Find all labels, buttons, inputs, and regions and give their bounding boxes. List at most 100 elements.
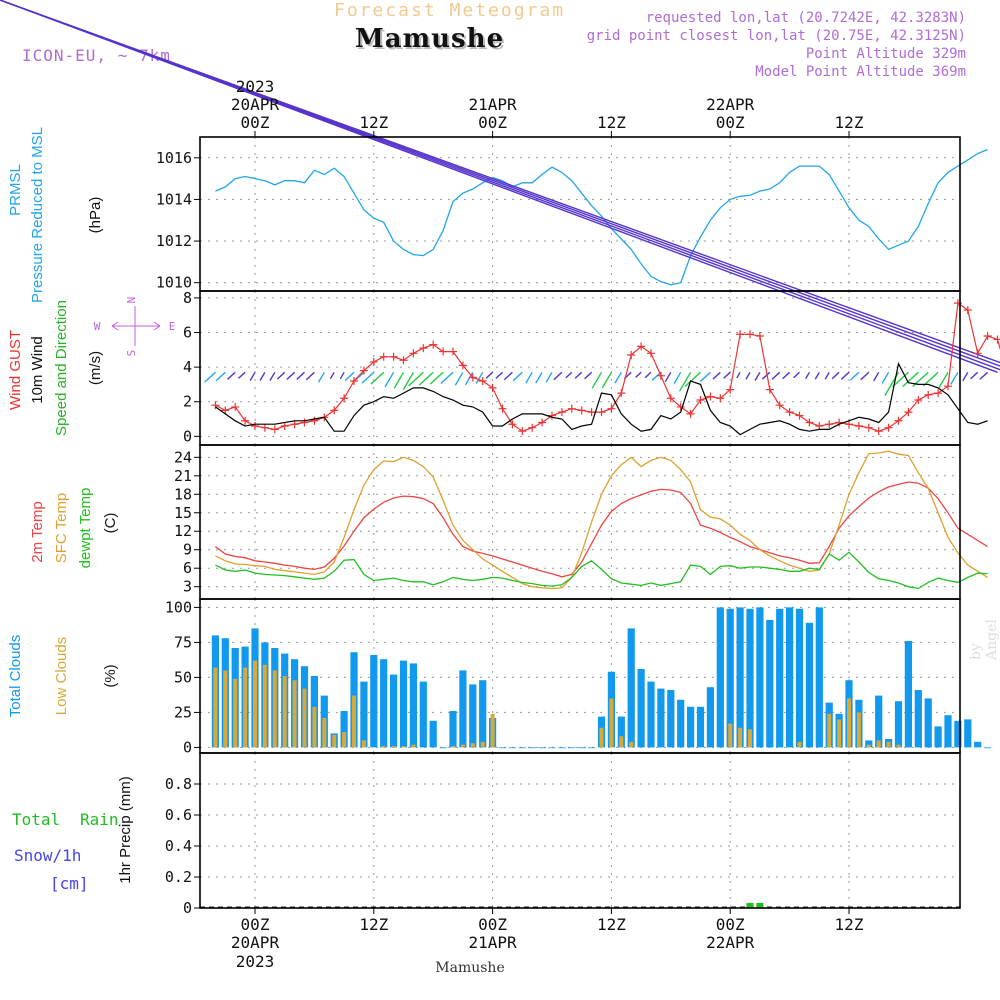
gust-marker [528,423,537,432]
total-cloud-bar [696,706,705,748]
gust-marker [221,406,230,415]
wind-direction-arrow [361,371,375,384]
total-cloud-bar [815,607,823,748]
total-cloud-bar [944,715,952,748]
temp-label-sfc: SFC Temp [53,493,70,564]
gust-marker [439,347,448,356]
wind-speed-line [215,361,988,436]
top-axis-hour: 12Z [597,113,626,132]
gust-marker [270,425,279,434]
total-cloud-bar [756,607,764,748]
wind-direction-arrow [204,371,216,383]
low-cloud-bar [599,727,604,748]
wind-direction-arrow [664,371,672,383]
gust-marker [359,366,368,375]
wind-direction-arrow [950,371,959,385]
wind-direction-arrow [754,371,761,381]
wind-direction-arrow [454,371,464,386]
gust-marker [399,356,408,365]
gust-marker [904,408,913,417]
y-tick-label: 0.6 [165,806,192,824]
wind-direction-arrow [259,371,266,381]
precip-label-total: Total [12,810,60,829]
total-cloud-bar [914,690,922,748]
gust-marker [647,349,655,358]
total-cloud-bar [419,681,427,748]
gust-marker [676,402,685,411]
gust-marker [419,344,428,353]
low-cloud-bar [797,741,802,748]
total-cloud-bar [964,719,972,748]
total-cloud-bar [568,747,576,749]
top-axis-day: 20APR [231,95,280,114]
gust-marker [835,418,844,427]
y-tick-label: 15 [174,504,192,522]
y-tick-label: 75 [174,633,192,651]
requested-coords: requested lon,lat (20.7242E, 42.3283N) [645,10,966,26]
gust-marker [340,394,349,403]
y-tick-label: 8 [183,289,192,307]
pressure-label-prmsl: PRMSL [7,164,24,216]
total-cloud-bar [934,726,942,748]
wind-direction-arrow [938,371,949,389]
gust-marker [845,420,853,429]
gust-marker [785,408,794,417]
total-cloud-bar [974,741,982,748]
wind-direction-arrow [824,371,830,380]
total-cloud-bar [786,607,794,748]
wind-direction-arrow [418,371,434,386]
total-cloud-bar [508,747,516,749]
bottom-axis-hour: 00Z [241,915,270,934]
low-cloud-bar [728,723,733,748]
bottom-axis-hour: 12Z [597,915,626,934]
total-cloud-bar [449,711,457,748]
low-cloud-bar [451,746,455,748]
gust-marker [854,421,863,430]
gust-marker [577,406,586,415]
wind-label-10m: 10m Wind [29,336,46,404]
wind-direction-arrow [545,371,553,383]
wind-direction-arrow [215,371,226,382]
gust-marker [251,421,259,430]
gust-marker [379,352,388,361]
pressure-line [215,148,988,286]
wind-direction-arrow [745,371,751,380]
dewpoint-line [215,551,988,590]
total-cloud-bar [924,698,932,748]
total-cloud-bar [776,608,784,748]
wind-direction-arrow [408,371,424,387]
wind-direction-arrow [475,371,484,384]
total-cloud-bar [360,681,368,748]
panel-frame [199,444,961,600]
gust-marker [874,427,883,436]
gust-marker [627,351,636,360]
wind-direction-arrow [296,371,305,380]
wind-direction-arrow [970,371,979,380]
low-cloud-bar [352,695,356,748]
gust-marker [914,396,923,405]
y-tick-label: 1012 [156,232,192,250]
total-cloud-bar [340,711,348,748]
low-cloud-bar [272,670,277,748]
wind-direction-arrow [305,371,315,381]
low-cloud-bar [332,734,337,748]
gust-marker [973,349,982,358]
gust-marker [409,349,418,358]
wind-direction-arrow [979,371,989,380]
low-cloud-bar [738,727,743,748]
low-cloud-bar [253,660,257,748]
gust-marker [231,402,240,411]
gust-marker [993,335,1000,344]
gust-marker [805,418,814,427]
low-cloud-bar [609,698,614,748]
wind-direction-arrow [384,371,395,388]
low-cloud-bar [223,670,228,748]
bottom-axis-hour: 00Z [716,915,745,934]
total-cloud-bar [894,701,903,748]
wind-direction-arrow [892,371,909,388]
rain-bar [756,902,764,908]
gust-marker [736,330,745,339]
wind-label-gust: Wind GUST [7,330,24,410]
gust-marker [597,408,606,417]
y-tick-label: 18 [174,485,192,503]
